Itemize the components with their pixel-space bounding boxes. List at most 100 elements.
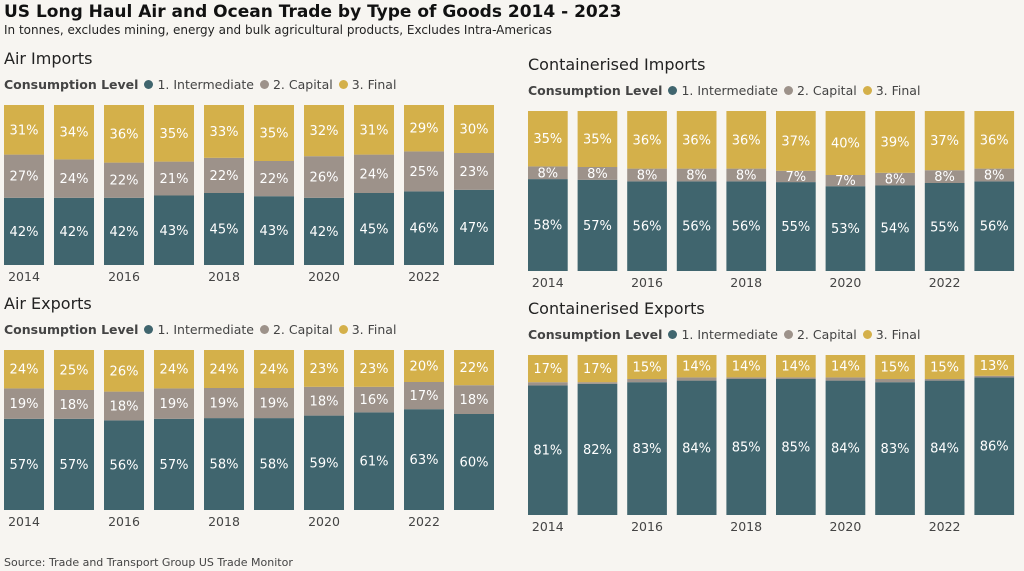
- legend-dot-icon: [338, 325, 348, 334]
- bar-segment-final-2015: [577, 111, 618, 167]
- bar-segment-intermediate-2016: [627, 382, 667, 515]
- data-label: 31%: [10, 123, 39, 138]
- data-label: 40%: [831, 137, 860, 152]
- data-label: 83%: [881, 442, 910, 457]
- bar-segment-intermediate-2022: [924, 183, 965, 271]
- page-subtitle: In tonnes, excludes mining, energy and b…: [4, 23, 552, 37]
- bar-segment-intermediate-2017: [676, 380, 717, 515]
- x-tick-label: 2020: [829, 275, 861, 290]
- data-label: 36%: [110, 127, 139, 142]
- data-label: 8%: [885, 173, 906, 188]
- legend-label: 1. Intermediate: [157, 77, 254, 92]
- x-tick-label: 2014: [532, 519, 564, 534]
- bar-segment-capital-2022: [924, 170, 965, 183]
- data-label: 42%: [110, 225, 139, 240]
- data-label: 35%: [583, 133, 612, 148]
- legend-label: 2. Capital: [796, 83, 857, 98]
- data-label: 7%: [785, 170, 806, 185]
- bar-segment-capital-2023: [454, 153, 494, 190]
- data-label: 8%: [587, 167, 608, 182]
- data-label: 26%: [110, 364, 139, 379]
- legend-item-final: 3. Final: [862, 327, 921, 342]
- data-label: 86%: [980, 440, 1009, 455]
- bar-segment-final-2018: [204, 350, 244, 388]
- bar-segment-intermediate-2015: [54, 418, 94, 510]
- legend-label: 2. Capital: [272, 322, 333, 337]
- x-tick-label: 2018: [730, 519, 762, 534]
- x-tick-label: 2022: [408, 269, 440, 284]
- bar-segment-intermediate-2019: [254, 418, 294, 510]
- data-label: 24%: [10, 363, 39, 378]
- data-label: 58%: [210, 458, 239, 473]
- bar-segment-intermediate-2022: [404, 409, 444, 510]
- data-label: 31%: [360, 123, 389, 138]
- x-tick-label: 2020: [308, 269, 340, 284]
- bar-segment-final-2017: [676, 111, 717, 169]
- bar-segment-final-2021: [354, 350, 394, 387]
- bar-segment-final-2015: [54, 105, 94, 160]
- data-label: 8%: [984, 169, 1005, 184]
- legend-dot-icon: [144, 80, 154, 89]
- bar-segment-final-2023: [974, 355, 1015, 376]
- legend-dot-icon: [668, 330, 678, 339]
- bar-segment-intermediate-2015: [54, 197, 94, 265]
- data-label: 36%: [980, 133, 1009, 148]
- legend: Consumption Level 1. Intermediate 2. Cap…: [4, 77, 402, 92]
- bar-segment-intermediate-2014: [528, 179, 568, 271]
- data-label: 56%: [980, 220, 1009, 235]
- bar-segment-capital-2020: [304, 156, 344, 198]
- data-label: 61%: [360, 455, 389, 470]
- legend-dot-icon: [862, 86, 872, 95]
- data-label: 18%: [310, 395, 339, 410]
- bar-segment-final-2014: [528, 111, 568, 167]
- bar-segment-final-2019: [254, 105, 294, 161]
- bar-segment-final-2016: [627, 355, 667, 379]
- data-label: 17%: [410, 389, 439, 404]
- data-label: 18%: [460, 393, 489, 408]
- bar-segment-capital-2019: [776, 377, 816, 379]
- data-label: 8%: [537, 166, 558, 181]
- data-label: 22%: [460, 361, 489, 376]
- bar-segment-capital-2017: [154, 388, 194, 419]
- legend-label: 3. Final: [351, 77, 397, 92]
- bar-segment-final-2015: [577, 355, 618, 383]
- containerised-imports-panel: Containerised Imports Consumption Level …: [528, 55, 1024, 305]
- legend-item-intermediate: 1. Intermediate: [144, 77, 254, 92]
- data-label: 46%: [410, 222, 439, 237]
- x-tick-label: 2018: [208, 269, 240, 284]
- data-label: 55%: [781, 220, 810, 235]
- bar-segment-intermediate-2018: [726, 181, 767, 271]
- data-label: 14%: [732, 360, 761, 375]
- data-label: 56%: [682, 220, 711, 235]
- x-tick-label: 2018: [208, 514, 240, 529]
- bar-segment-intermediate-2016: [627, 181, 667, 271]
- chart-title: Containerised Imports: [528, 55, 706, 74]
- data-label: 24%: [360, 167, 389, 182]
- data-label: 37%: [781, 134, 810, 149]
- data-label: 22%: [260, 172, 289, 187]
- bar-segment-intermediate-2019: [776, 182, 816, 271]
- bar-segment-intermediate-2018: [726, 379, 767, 515]
- data-label: 17%: [583, 362, 612, 377]
- legend-label: 3. Final: [875, 327, 921, 342]
- bar-segment-final-2020: [825, 355, 866, 378]
- legend-dot-icon: [862, 330, 872, 339]
- bar-segment-intermediate-2023: [974, 377, 1015, 515]
- bar-segment-final-2016: [104, 350, 144, 392]
- x-tick-label: 2016: [631, 275, 663, 290]
- data-label: 24%: [60, 172, 89, 187]
- data-label: 23%: [310, 362, 339, 377]
- legend-title: Consumption Level: [528, 327, 663, 342]
- bar-segment-capital-2020: [825, 377, 866, 381]
- bar-segment-capital-2018: [726, 377, 767, 379]
- bar-segment-intermediate-2017: [154, 195, 194, 265]
- bar-segment-capital-2016: [627, 379, 667, 383]
- bar-segment-final-2017: [154, 105, 194, 162]
- legend-title: Consumption Level: [4, 77, 139, 92]
- data-label: 25%: [410, 165, 439, 180]
- data-label: 57%: [160, 458, 189, 473]
- bar-segment-final-2020: [825, 111, 866, 175]
- data-label: 36%: [732, 133, 761, 148]
- bar-segment-capital-2019: [776, 170, 816, 183]
- data-label: 56%: [633, 220, 662, 235]
